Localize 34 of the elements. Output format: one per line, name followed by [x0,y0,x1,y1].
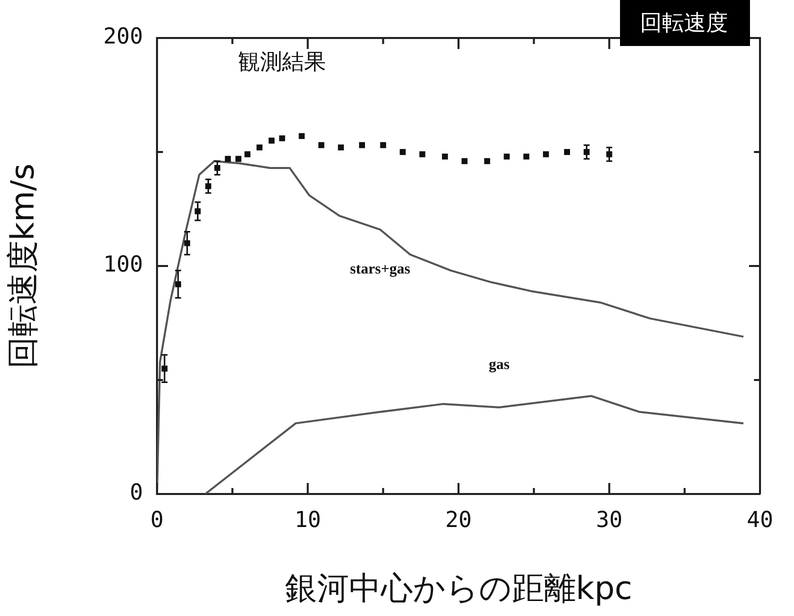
point [523,154,530,160]
point [256,144,262,150]
point [224,156,231,162]
point [338,144,344,150]
point [400,149,406,155]
x-tick-label: 40 [746,508,774,533]
point [442,154,448,160]
point [564,149,570,155]
point [318,142,324,148]
x-tick-label: 10 [294,508,321,533]
x-tick-label: 30 [596,508,622,533]
y-tick-label: 100 [103,252,143,278]
point [268,138,275,144]
point [484,158,490,164]
x-axis-title: 銀河中心からの距離kpc [284,569,632,608]
text: 観測結果 [238,50,326,76]
point [462,158,468,164]
text: gas [488,357,510,374]
point [419,151,426,158]
point [380,142,386,148]
text: 回転速度 [620,0,750,46]
point [244,151,250,158]
x-tick-label: 0 [150,508,164,533]
point [298,133,305,140]
x-tick-label: 20 [445,508,472,533]
point [279,135,286,142]
point [359,142,365,148]
y-axis-title: 回転速度km/s [4,163,42,369]
y-tick-label: 0 [130,480,143,506]
series-label: stars+gas [350,261,410,278]
y-tick-label: 200 [103,24,143,50]
point [235,156,242,162]
point [504,154,510,160]
point [542,151,549,158]
